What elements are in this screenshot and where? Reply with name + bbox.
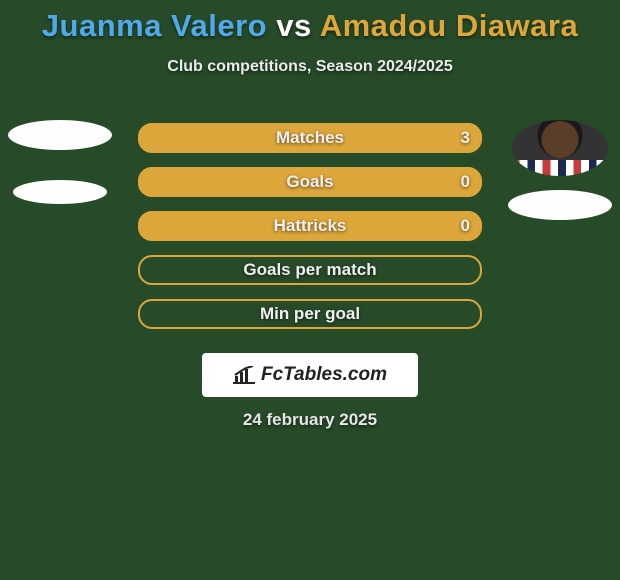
date-text: 24 february 2025 — [0, 410, 620, 430]
player-b-avatar-image — [512, 120, 608, 176]
page-title: Juanma Valero vs Amadou Diawara — [0, 0, 620, 44]
player-b-side — [500, 120, 620, 220]
page-subtitle: Club competitions, Season 2024/2025 — [0, 58, 620, 76]
chart-icon — [233, 366, 255, 384]
player-a-avatar-placeholder — [8, 120, 112, 150]
player-a-club-placeholder — [13, 180, 107, 204]
stat-bar-label: Hattricks — [140, 212, 480, 240]
stat-bar: Matches3 — [138, 123, 482, 153]
stat-bar-label: Matches — [140, 124, 480, 152]
stat-bar-label: Goals — [140, 168, 480, 196]
player-b-club-placeholder — [508, 190, 612, 220]
stat-bar-label: Min per goal — [140, 300, 480, 328]
stat-bar: Goals per match — [138, 255, 482, 285]
player-a-side — [0, 120, 120, 204]
stat-bar: Hattricks0 — [138, 211, 482, 241]
stat-bars: Matches3Goals0Hattricks0Goals per matchM… — [138, 123, 482, 343]
branding-badge: FcTables.com — [202, 353, 418, 397]
stat-bar-value-b: 0 — [461, 212, 470, 240]
title-player-b: Amadou Diawara — [320, 8, 579, 43]
player-b-avatar — [512, 120, 608, 176]
stat-bar-value-b: 0 — [461, 168, 470, 196]
title-player-a: Juanma Valero — [42, 8, 267, 43]
stat-bar-value-b: 3 — [461, 124, 470, 152]
stat-bar: Goals0 — [138, 167, 482, 197]
infographic-root: Juanma Valero vs Amadou Diawara Club com… — [0, 0, 620, 580]
stat-bar-label: Goals per match — [140, 256, 480, 284]
branding-text: FcTables.com — [261, 364, 387, 386]
title-vs: vs — [276, 8, 311, 43]
stat-bar: Min per goal — [138, 299, 482, 329]
